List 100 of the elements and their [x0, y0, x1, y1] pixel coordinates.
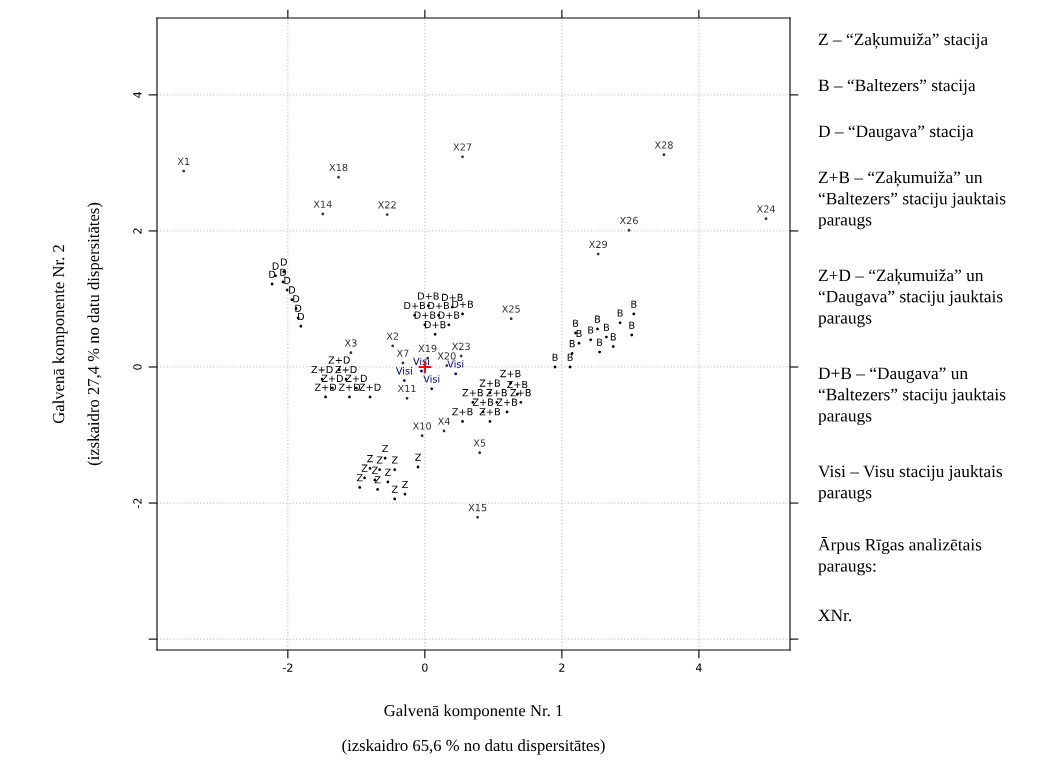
point [378, 468, 382, 472]
data-label: Z+D [321, 374, 343, 382]
y-axis-title: Galvenā komponente Nr. 2 (izskaidro 27,4 % no datu dispersitātes) [52, 202, 103, 466]
point [627, 228, 631, 232]
point [630, 333, 634, 337]
x-tick-label: 0 [422, 663, 428, 672]
data-label: B [604, 323, 610, 331]
data-label: D+B [438, 311, 460, 319]
data-label: Visi [395, 367, 412, 375]
point [598, 350, 601, 354]
data-label: Visi [423, 375, 440, 383]
data-label: X23 [451, 342, 470, 351]
point [764, 217, 768, 221]
data-label: X10 [412, 422, 431, 430]
text: D – “Daugava” stacija [818, 125, 974, 141]
point [393, 468, 397, 472]
data-label: Visi [447, 360, 464, 368]
data-label: X19 [418, 344, 437, 353]
data-label: Z [402, 480, 408, 489]
data-label: X1 [177, 157, 190, 165]
data-label: Z+D [345, 374, 367, 382]
data-label: X5 [473, 439, 486, 447]
data-label: B [569, 340, 575, 348]
data-label: B [567, 353, 573, 361]
data-label: D+B [442, 293, 463, 301]
data-label: Z [384, 468, 391, 476]
point [461, 312, 464, 316]
data-label: Z [376, 456, 383, 464]
data-label: X29 [588, 240, 608, 249]
data-label: Z [361, 464, 368, 472]
data-label: X22 [377, 201, 396, 209]
data-label: X28 [654, 141, 673, 149]
point [348, 395, 351, 399]
data-label: X26 [619, 216, 638, 225]
point [363, 476, 366, 480]
x-axis-title: Galvenā komponente Nr. 1 (izskaidro 65,6 % no datu dispersitātes) [342, 704, 605, 755]
point [430, 387, 434, 391]
data-label: Z+B [500, 370, 521, 378]
data-label: Z+D [314, 383, 337, 391]
text: XNr. [818, 609, 852, 622]
point [182, 169, 186, 173]
point [509, 317, 513, 321]
point [596, 327, 599, 331]
x-tick-label: 2 [559, 663, 565, 672]
data-label: X25 [501, 305, 520, 313]
data-label: B [617, 309, 623, 317]
data-label: Z+B [510, 389, 531, 397]
data-label: Z+B [486, 389, 507, 397]
data-label: Z+D [359, 383, 381, 391]
point [324, 395, 327, 399]
point [476, 515, 479, 519]
data-label: Z+B [462, 389, 483, 397]
point [349, 351, 353, 355]
point [519, 400, 523, 404]
data-label: Z+D [335, 365, 357, 374]
data-label: X4 [437, 417, 450, 425]
text: Z+D – “Zaķumuiža” un “Daugava” staciju jauktais paraugs [818, 269, 1003, 328]
data-label: Z+B [479, 379, 500, 387]
point [368, 466, 372, 470]
data-label: Z [374, 476, 381, 484]
point [385, 213, 389, 216]
point [391, 344, 395, 348]
data-label: X18 [329, 163, 348, 172]
point [605, 335, 608, 339]
data-label: Z+D [311, 365, 333, 374]
data-label: D [269, 270, 276, 278]
point [488, 420, 492, 423]
data-label: D+B [414, 311, 436, 319]
data-label: Z+D [328, 356, 350, 364]
data-label: Z+B [496, 398, 518, 406]
data-label: D [289, 286, 296, 294]
data-label: B [597, 338, 603, 346]
data-label: B [552, 353, 558, 361]
point [589, 338, 593, 342]
data-label: D+B [418, 292, 439, 300]
data-label: X11 [397, 385, 416, 393]
text: B – “Baltezers” stacija [818, 79, 976, 95]
point [433, 332, 437, 336]
data-label: D+B [452, 300, 473, 308]
data-label: Z [391, 456, 398, 464]
data-label: B [631, 300, 637, 308]
data-label: X14 [313, 200, 332, 208]
data-label: Z [391, 485, 398, 493]
data-label: B [588, 326, 594, 334]
point [420, 369, 423, 373]
data-label: B [610, 333, 616, 341]
point [420, 434, 424, 438]
point [337, 175, 340, 179]
point [461, 155, 464, 159]
data-label: Z [367, 455, 373, 463]
data-label: D+B [404, 302, 426, 310]
data-label: Z [415, 453, 421, 461]
text: Ārpus Rīgas analizētais paraugs: [818, 537, 982, 576]
point [405, 396, 409, 400]
data-label: X15 [468, 504, 487, 512]
data-label: D [272, 262, 279, 270]
data-label: X3 [344, 339, 357, 347]
point [402, 379, 406, 382]
data-label: Z+B [507, 380, 528, 389]
y-tick-label: 4 [133, 91, 142, 98]
